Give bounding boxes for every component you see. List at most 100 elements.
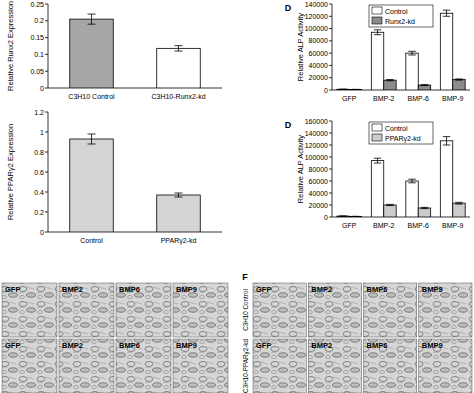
error-cap (352, 89, 359, 90)
micrograph (116, 339, 171, 393)
micrograph-label: BMP6 (367, 285, 388, 294)
error-cap (339, 216, 346, 217)
y-tick (329, 157, 332, 158)
x-tick-label: Control (80, 237, 103, 244)
error-cap (421, 207, 428, 208)
bar (418, 208, 430, 217)
bar (70, 19, 114, 88)
y-tick-label: 100000 (305, 25, 328, 32)
figure: 00.050.10.150.20.25Relative Runx2 Expres… (0, 0, 474, 393)
error-cap (455, 78, 462, 79)
micrograph-label: BMP6 (119, 341, 140, 350)
error-cap (443, 136, 450, 137)
x-tick-label: C3H10-Runx2-kd (151, 93, 205, 100)
y-tick-label: 1.2 (34, 109, 44, 116)
error-bar (386, 204, 393, 205)
legend-label: PPARγ2-kd (385, 135, 421, 143)
y-tick-label: 80000 (309, 37, 329, 44)
y-tick (45, 88, 48, 89)
error-cap (339, 89, 346, 90)
micrograph-label: BMP2 (311, 341, 332, 350)
error-bar (421, 207, 428, 208)
x-tick-label: BMP-2 (373, 222, 395, 229)
y-tick-label: 40000 (309, 62, 329, 69)
error-cap (175, 51, 183, 52)
y-tick-label: 120000 (305, 142, 328, 149)
error-cap (175, 197, 183, 198)
micrograph (253, 339, 306, 393)
micrograph (2, 339, 57, 393)
error-cap (443, 10, 450, 11)
legend-swatch (372, 7, 382, 14)
micrograph-label: BMP2 (62, 341, 83, 350)
y-tick-label: 140000 (305, 1, 328, 8)
error-cap (386, 80, 393, 81)
legend-box (369, 5, 433, 27)
error-cap (374, 29, 381, 30)
error-line (446, 10, 447, 16)
micrograph-label: GFP (256, 285, 271, 294)
error-cap (374, 34, 381, 35)
image-panel: GFPBMP2BMP6BMP9GFPBMP2BMP6BMP9 (2, 283, 228, 393)
error-bar (421, 84, 428, 86)
bar (440, 13, 452, 90)
bar (349, 216, 361, 217)
error-line (446, 137, 447, 145)
error-cap (408, 54, 415, 55)
bar (70, 139, 114, 232)
y-tick-label: 0 (324, 214, 328, 221)
micrograph-label: BMP2 (311, 285, 332, 294)
bar (157, 195, 201, 232)
error-cap (352, 216, 359, 217)
chart: 0200004000060000800001000001200001400001… (285, 118, 470, 230)
error-bar (88, 134, 96, 144)
error-line (91, 14, 92, 24)
micrograph (308, 283, 361, 337)
error-bar (455, 202, 462, 204)
y-tick (329, 28, 332, 29)
micrograph (419, 339, 472, 393)
error-bar (175, 193, 183, 197)
y-tick (329, 4, 332, 5)
micrograph (253, 283, 306, 337)
y-tick (329, 205, 332, 206)
legend: ControlRunx2-kd (369, 5, 433, 27)
y-tick (45, 4, 48, 5)
y-tick (329, 181, 332, 182)
y-tick-label: 0 (324, 87, 328, 94)
y-tick (329, 77, 332, 78)
micrograph-label: BMP2 (62, 285, 83, 294)
error-cap (386, 205, 393, 206)
legend-swatch (372, 124, 382, 131)
y-tick-label: 0 (40, 229, 44, 236)
y-tick-label: 0.8 (34, 149, 44, 156)
error-bar (339, 89, 346, 90)
legend-swatch (372, 134, 382, 141)
micrograph (364, 339, 417, 393)
error-cap (421, 208, 428, 209)
error-bar (374, 30, 381, 35)
error-cap (421, 85, 428, 86)
error-line (412, 179, 413, 183)
x-tick-label: GFP (342, 222, 357, 229)
y-tick (45, 54, 48, 55)
micrograph (116, 283, 171, 337)
micrograph-label: GFP (5, 341, 20, 350)
bar (384, 205, 396, 217)
panel-letter: F (242, 272, 248, 282)
y-tick (45, 71, 48, 72)
y-tick (45, 20, 48, 21)
y-tick (329, 65, 332, 66)
error-bar (443, 137, 450, 145)
y-axis-label: Relative PPARγ2 Expression (6, 124, 15, 220)
bar (371, 161, 383, 217)
error-line (178, 46, 179, 51)
micrograph-label: BMP6 (119, 285, 140, 294)
y-tick-label: 0 (40, 85, 44, 92)
marks (337, 137, 465, 217)
y-tick-label: 20000 (309, 74, 329, 81)
y-tick-label: 120000 (305, 13, 328, 20)
error-cap (352, 89, 359, 90)
y-axis (332, 4, 333, 90)
row-label: C3H10-PPARγ2-kd (242, 339, 250, 393)
